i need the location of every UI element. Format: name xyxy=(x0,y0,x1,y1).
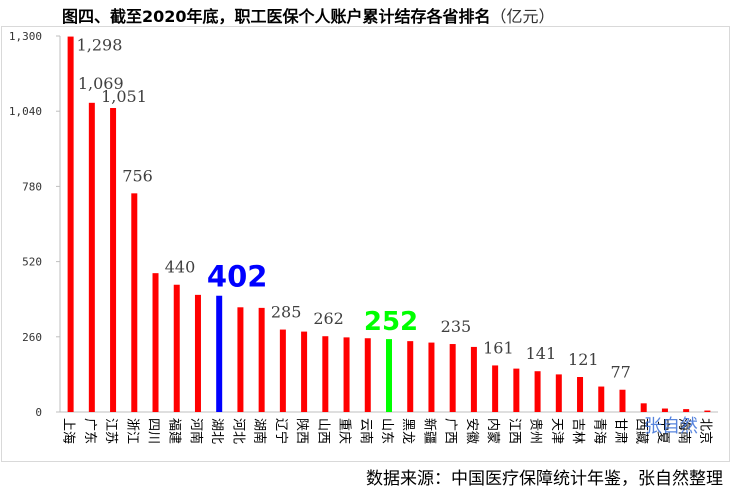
bar xyxy=(449,344,456,412)
bar xyxy=(534,371,541,412)
x-tick-label: 上海 xyxy=(61,418,76,444)
data-label: 141 xyxy=(526,344,557,363)
bar xyxy=(598,386,605,412)
x-tick-label: 新疆 xyxy=(421,418,437,444)
bar xyxy=(683,409,690,412)
x-tick-label: 江苏 xyxy=(103,418,119,444)
bar xyxy=(470,346,477,412)
bar xyxy=(661,408,668,412)
x-tick-label: 内蒙 xyxy=(485,418,501,444)
x-tick-label: 北京 xyxy=(697,418,712,444)
y-tick-label: 260 xyxy=(22,331,42,344)
data-label: 262 xyxy=(313,309,344,328)
x-tick-label: 湖北 xyxy=(209,418,224,444)
bar xyxy=(194,294,201,412)
bar xyxy=(216,295,223,412)
x-tick-label: 山东 xyxy=(379,418,394,444)
x-tick-label: 甘肃 xyxy=(612,418,627,444)
x-tick-label: 湖南 xyxy=(252,418,268,444)
bar xyxy=(67,36,74,412)
bar xyxy=(364,338,371,412)
x-tick-label: 四川 xyxy=(146,418,161,444)
bar xyxy=(152,273,159,412)
data-label: 756 xyxy=(122,166,153,185)
chart-title-text: 图四、截至2020年底，职工医保个人账户累计结存各省排名 xyxy=(62,7,491,26)
y-tick-label: 1,040 xyxy=(9,105,42,118)
data-label: 252 xyxy=(364,307,418,337)
x-tick-label: 浙江 xyxy=(124,418,139,444)
x-tick-label: 福建 xyxy=(167,418,182,444)
bar xyxy=(555,374,562,412)
x-tick-label: 云南 xyxy=(358,418,374,444)
bar xyxy=(577,377,584,412)
bar xyxy=(619,389,626,412)
y-tick-label: 780 xyxy=(22,180,42,193)
data-label: 235 xyxy=(441,317,472,336)
bar xyxy=(258,307,265,412)
x-tick-label: 海南 xyxy=(676,418,692,444)
x-tick-label: 天津 xyxy=(549,418,564,444)
bar xyxy=(513,368,520,412)
chart-title-unit: （亿元） xyxy=(490,7,555,26)
bar xyxy=(110,108,117,412)
plot-frame xyxy=(1,26,730,462)
bar xyxy=(237,307,244,412)
data-label: 1,298 xyxy=(77,36,123,55)
bar xyxy=(428,342,435,412)
bar xyxy=(492,365,499,412)
x-tick-label: 黑龙 xyxy=(400,418,415,444)
bar xyxy=(704,410,711,412)
x-tick-label: 西藏 xyxy=(634,418,649,444)
bar xyxy=(343,337,350,412)
bar xyxy=(131,193,138,412)
data-label: 121 xyxy=(568,350,599,369)
source-note: 数据来源：中国医疗保障统计年鉴，张自然整理 xyxy=(366,469,723,489)
watermark: 张自然 xyxy=(644,416,698,437)
x-tick-label: 重庆 xyxy=(337,418,353,444)
x-tick-label: 贵州 xyxy=(528,418,543,444)
data-label: 285 xyxy=(271,303,302,322)
x-tick-label: 陕西 xyxy=(294,418,309,444)
data-label: 440 xyxy=(165,258,196,277)
x-tick-label: 宁夏 xyxy=(655,418,671,444)
x-tick-label: 吉林 xyxy=(570,418,585,444)
bar xyxy=(301,331,308,412)
x-tick-label: 广西 xyxy=(443,418,458,444)
x-tick-label: 辽宁 xyxy=(273,418,289,444)
bar xyxy=(407,341,414,412)
x-tick-label: 青海 xyxy=(591,418,606,444)
data-label: 1,069 xyxy=(78,74,124,93)
x-tick-label: 安徽 xyxy=(464,418,479,444)
y-tick-label: 520 xyxy=(22,256,42,269)
bar xyxy=(386,339,392,412)
x-tick-label: 江西 xyxy=(506,418,521,444)
x-tick-label: 广东 xyxy=(82,418,97,444)
x-tick-label: 河南 xyxy=(188,418,204,444)
bar xyxy=(88,102,95,412)
data-label: 402 xyxy=(207,260,268,294)
y-tick-label: 0 xyxy=(35,406,42,419)
data-label: 77 xyxy=(610,363,630,382)
bar xyxy=(322,336,329,412)
data-label: 161 xyxy=(483,338,514,357)
x-tick-label: 河北 xyxy=(230,418,245,444)
bar xyxy=(640,403,647,412)
data-label: 1,051 xyxy=(101,87,147,106)
x-tick-label: 山西 xyxy=(315,418,330,444)
chart-title: 图四、截至2020年底，职工医保个人账户累计结存各省排名（亿元） xyxy=(62,3,555,27)
bar xyxy=(279,329,286,412)
y-tick-label: 1,300 xyxy=(9,30,42,43)
bar xyxy=(173,284,180,412)
